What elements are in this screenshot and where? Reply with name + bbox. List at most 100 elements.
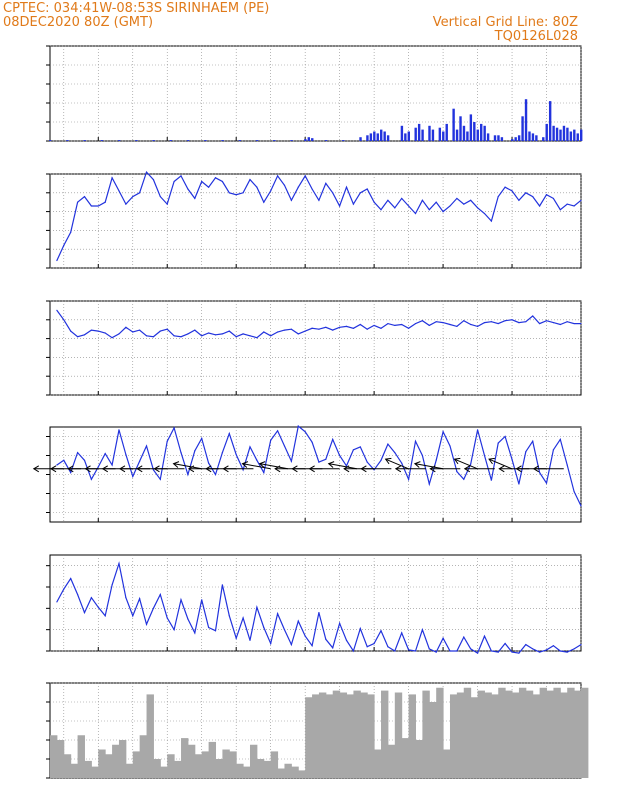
wind-point (380, 459, 382, 461)
pres-point (407, 649, 410, 651)
wind-point (401, 462, 403, 464)
temp-point (545, 194, 548, 196)
cloud-bar (449, 694, 458, 778)
wind-point (463, 478, 465, 480)
wind-point (470, 463, 472, 465)
precip-bar (369, 133, 373, 141)
pres-point (76, 593, 79, 596)
precip-bar (442, 131, 445, 141)
precip-bar (342, 140, 345, 141)
temp-point (476, 207, 479, 209)
rh-point (511, 319, 513, 321)
temp-point (483, 212, 486, 215)
wind-vector-shaft (328, 463, 357, 470)
cloud-bar (249, 744, 258, 778)
temp-point (166, 203, 168, 205)
cloud-bar (146, 694, 154, 778)
pres-point (311, 645, 313, 647)
cloud-bar (491, 694, 499, 778)
wind-point (490, 479, 492, 481)
temp-point (497, 195, 499, 198)
wind-point (511, 458, 513, 460)
wind-point (145, 445, 148, 447)
panel-frame (49, 45, 582, 142)
pres-point (325, 638, 327, 640)
wind-point (545, 482, 548, 484)
wind-vector-head (308, 465, 315, 473)
precip-bar (562, 125, 566, 141)
temp-point (394, 207, 396, 209)
wind-vector (394, 465, 426, 473)
cloud-bar (332, 690, 341, 778)
precip-bar (404, 133, 407, 141)
panel-precip (46, 45, 583, 142)
cloud-bar (298, 770, 306, 778)
wind-vector (453, 457, 478, 470)
cloud-bar (243, 766, 251, 778)
pres-point (483, 635, 486, 637)
rh-point (463, 320, 465, 322)
pres-point (435, 651, 437, 653)
pres-point (428, 648, 430, 650)
precip-bar (497, 135, 500, 141)
precip-bar (445, 123, 448, 141)
temp-point (504, 186, 506, 188)
precip-bar (559, 129, 562, 141)
cloud-bar (194, 754, 203, 778)
rh-point (359, 323, 361, 326)
rh-point (456, 325, 458, 327)
wind-vector-head (153, 465, 160, 473)
precip-bar (493, 135, 497, 141)
rh-point (573, 322, 575, 325)
wind-vector-head (32, 465, 40, 473)
pres-point (166, 617, 168, 619)
pres-point (339, 622, 341, 624)
pres-point (145, 623, 148, 625)
pres-point (414, 650, 417, 652)
pres-point (83, 612, 86, 614)
pres-point (242, 617, 244, 619)
temp-point (380, 209, 382, 211)
pres-point (504, 642, 506, 645)
pres-point (552, 645, 555, 647)
wind-point (325, 458, 327, 460)
wind-point (56, 464, 58, 466)
pres-point (56, 601, 58, 603)
panel-temp (46, 170, 582, 269)
wind-point (339, 454, 341, 457)
wind-point (566, 464, 568, 466)
wind-point (194, 450, 196, 452)
wind-point (76, 452, 79, 454)
cloud-bar (463, 687, 472, 778)
rh-point (435, 321, 437, 323)
precip-bar (459, 116, 462, 141)
wind-point (366, 461, 368, 463)
rh-point (214, 334, 217, 336)
pres-point (208, 626, 210, 629)
rh-point (187, 333, 189, 335)
rh-point (125, 326, 127, 328)
cloud-bar (50, 735, 58, 778)
wind-vector (308, 465, 340, 473)
temp-point (290, 199, 292, 201)
precip-bar (366, 135, 369, 141)
temp-point (256, 186, 258, 188)
pres-point (359, 628, 361, 630)
cloud-bar (381, 690, 389, 778)
pres-point (201, 599, 203, 601)
cloud-bar (112, 744, 120, 778)
temp-point (532, 195, 534, 198)
rh-point (532, 315, 534, 317)
temp-point (283, 184, 286, 186)
temp-point (311, 188, 313, 190)
rh-point (90, 329, 92, 331)
temp-point (401, 197, 403, 200)
wind-vector (413, 461, 444, 470)
pres-point (104, 615, 106, 617)
rh-point (63, 319, 65, 321)
wind-vector (222, 465, 254, 473)
temp-point (173, 180, 175, 183)
wind-point (552, 449, 555, 451)
temp-point (387, 199, 389, 201)
rh-point (180, 336, 182, 338)
